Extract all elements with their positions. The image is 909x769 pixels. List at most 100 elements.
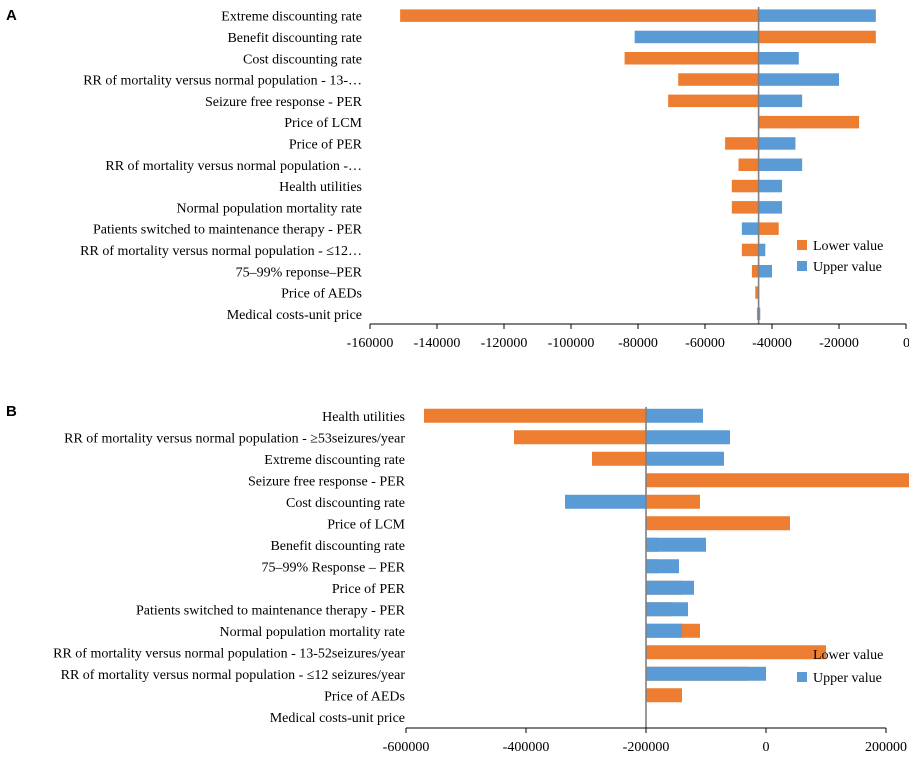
category-label-a: Cost discounting rate: [243, 52, 362, 67]
upper-value-bar-b: [646, 559, 679, 574]
lower-value-bar-a: [738, 158, 759, 171]
lower-value-bar-a: [400, 9, 759, 22]
category-label-a: Seizure free response - PER: [205, 95, 363, 110]
lower-value-bar-b: [592, 451, 646, 466]
upper-value-bar-a: [758, 52, 799, 65]
upper-value-bar-b: [646, 623, 682, 638]
category-label-a: Price of AEDs: [281, 287, 362, 302]
lower-value-bar-b: [424, 408, 646, 423]
upper-value-bar-b: [646, 430, 730, 445]
x-tick-label-b: 0: [763, 740, 770, 755]
category-label-a: RR of mortality versus normal population…: [83, 74, 362, 89]
upper-value-bar-a: [758, 137, 796, 150]
category-label-a: RR of mortality versus normal population…: [80, 244, 362, 259]
upper-value-bar-a: [758, 179, 783, 193]
panel-a-label: A: [6, 7, 17, 24]
x-tick-label-a: -100000: [548, 336, 595, 351]
legend-b: Lower value Upper value: [797, 648, 883, 686]
x-tick-label-a: 0: [903, 336, 909, 351]
category-label-a: Extreme discounting rate: [221, 10, 362, 25]
panel-a-chart: Extreme discounting rate Benefit discount…: [80, 7, 909, 351]
category-label-a: Patients switched to maintenance therapy…: [93, 223, 363, 238]
upper-value-bar-b: [646, 408, 703, 423]
x-tick-label-a: -40000: [752, 336, 792, 351]
legend-upper-label: Upper value: [813, 671, 882, 686]
category-label-a: 75–99% reponse–PER: [236, 265, 363, 280]
upper-value-bar-a: [758, 265, 772, 278]
category-label-a: Benefit discounting rate: [227, 31, 362, 46]
x-tick-label-b: -400000: [503, 740, 550, 755]
category-label-b: Extreme discounting rate: [264, 453, 405, 468]
category-label-b: Patients switched to maintenance therapy…: [136, 603, 406, 618]
lower-value-bar-a: [751, 265, 759, 278]
lower-value-bar-a: [756, 307, 759, 321]
category-label-b: Price of AEDs: [324, 689, 405, 704]
lower-value-bar-b: [646, 645, 826, 660]
x-tick-label-a: -60000: [685, 336, 725, 351]
upper-value-bar-a: [758, 9, 876, 22]
legend-upper-swatch: [797, 261, 807, 271]
lower-value-bar-a: [678, 73, 759, 86]
lower-value-bar-a: [731, 179, 759, 193]
lower-value-bar-b: [646, 688, 682, 703]
category-label-a: Price of PER: [289, 137, 363, 152]
panel-b-chart: Health utilities RR of mortality versus n…: [53, 407, 909, 755]
lower-value-bar-a: [758, 115, 860, 129]
legend-lower-swatch: [797, 649, 807, 659]
category-label-a: Health utilities: [279, 180, 362, 195]
category-label-b: Seizure free response - PER: [248, 474, 406, 489]
legend-a: Lower value Upper value: [797, 239, 883, 275]
upper-value-bar-a: [758, 201, 783, 214]
upper-value-bar-a: [758, 73, 839, 86]
upper-value-bar-b: [646, 537, 706, 552]
upper-value-bar-a: [758, 243, 766, 257]
lower-value-bar-a: [758, 30, 876, 44]
lower-value-bar-b: [514, 430, 646, 445]
category-label-a: Price of LCM: [284, 116, 362, 131]
upper-value-bar-a: [634, 30, 759, 44]
upper-value-bar-a: [741, 222, 759, 235]
category-label-b: Cost discounting rate: [286, 496, 405, 511]
category-label-b: Normal population mortality rate: [220, 625, 405, 640]
lower-value-bar-a: [741, 243, 759, 257]
legend-upper-label: Upper value: [813, 260, 882, 275]
category-label-b: Medical costs-unit price: [270, 711, 405, 726]
category-label-b: Benefit discounting rate: [270, 539, 405, 554]
legend-upper-swatch: [797, 672, 807, 682]
legend-lower-label: Lower value: [813, 239, 883, 254]
x-tick-label-b: -600000: [383, 740, 430, 755]
lower-value-bar-a: [758, 222, 779, 235]
lower-value-bar-b: [646, 516, 790, 531]
upper-value-bar-b: [565, 494, 646, 509]
category-label-b: Health utilities: [322, 410, 405, 425]
lower-value-bar-a: [624, 52, 759, 65]
x-tick-label-a: -120000: [481, 336, 528, 351]
lower-value-bar-a: [725, 137, 759, 150]
x-tick-label-b: 200000: [865, 740, 907, 755]
category-label-b: Price of LCM: [327, 517, 405, 532]
x-tick-label-b: -200000: [623, 740, 670, 755]
lower-value-bar-b: [646, 473, 909, 488]
category-label-b: RR of mortality versus normal population…: [61, 668, 406, 683]
x-tick-label-a: -160000: [347, 336, 394, 351]
x-tick-label-a: -20000: [819, 336, 859, 351]
upper-value-bar-a: [758, 94, 803, 108]
category-label-b: 75–99% Response – PER: [262, 560, 406, 575]
lower-value-bar-a: [731, 201, 759, 214]
category-label-b: RR of mortality versus normal population…: [53, 646, 405, 661]
lower-value-bar-a: [755, 286, 759, 299]
upper-value-bar-b: [646, 666, 766, 681]
x-tick-label-a: -80000: [618, 336, 658, 351]
legend-lower-label: Lower value: [813, 648, 883, 663]
upper-value-bar-a: [758, 158, 803, 171]
category-label-b: Price of PER: [332, 582, 406, 597]
lower-value-bar-b: [646, 494, 700, 509]
upper-value-bar-b: [646, 580, 694, 595]
lower-value-bar-a: [668, 94, 759, 108]
upper-value-bar-a: [758, 307, 761, 321]
category-label-a: RR of mortality versus normal population…: [105, 159, 362, 174]
category-label-a: Normal population mortality rate: [177, 201, 362, 216]
category-label-b: RR of mortality versus normal population…: [64, 431, 405, 446]
legend-lower-swatch: [797, 240, 807, 250]
